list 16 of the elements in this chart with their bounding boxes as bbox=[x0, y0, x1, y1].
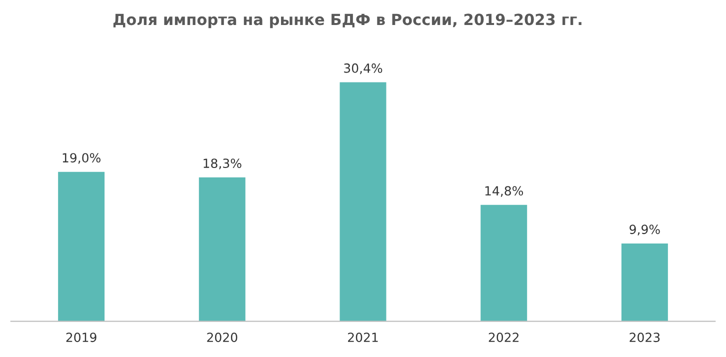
x-tick-label: 2020 bbox=[207, 332, 238, 342]
x-tick-label: 2021 bbox=[348, 332, 378, 342]
bar bbox=[198, 177, 246, 322]
data-label: 19,0% bbox=[62, 153, 100, 164]
bar bbox=[58, 172, 105, 322]
data-label: 30,4% bbox=[344, 63, 382, 74]
data-label: 18,3% bbox=[204, 158, 242, 170]
data-label: 14,8% bbox=[485, 186, 524, 197]
x-tick-label: 2023 bbox=[630, 332, 660, 342]
data-label: 9,9% bbox=[630, 224, 660, 236]
chart-title: Доля импорта на рынке БДФ в России, 2019–2023 гг. bbox=[113, 14, 582, 28]
bar bbox=[621, 243, 668, 322]
x-tick-label: 2022 bbox=[488, 332, 518, 342]
bar bbox=[340, 82, 386, 322]
x-tick-label: 2019 bbox=[66, 332, 96, 342]
bar bbox=[480, 204, 528, 322]
